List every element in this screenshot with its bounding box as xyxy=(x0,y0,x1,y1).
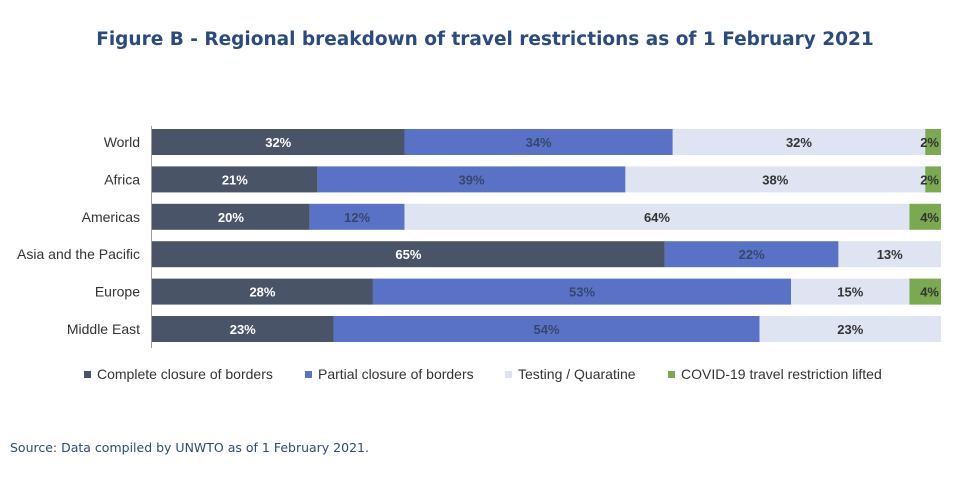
bar-segment-partial xyxy=(664,241,839,268)
bar-segment-testing xyxy=(759,316,941,342)
data-label: 22% xyxy=(739,247,765,262)
data-label: 4% xyxy=(920,285,939,300)
bar-segment-partial xyxy=(372,278,792,305)
source-note: Source: Data compiled by UNWTO as of 1 F… xyxy=(10,440,369,455)
bar-segment-complete xyxy=(152,316,334,342)
data-label: 53% xyxy=(569,285,595,300)
bar-segment-lifted xyxy=(909,203,941,230)
data-label: 13% xyxy=(877,247,903,262)
data-label: 32% xyxy=(265,135,291,150)
bar-segment-partial xyxy=(317,166,626,193)
bar-segment-partial xyxy=(309,203,405,230)
legend-swatch-partial xyxy=(305,370,312,378)
data-label: 34% xyxy=(526,135,552,150)
bar-segment-lifted xyxy=(925,129,941,155)
legend-label-testing: Testing / Quaratine xyxy=(518,366,636,382)
data-label: 20% xyxy=(218,210,244,225)
category-label: Europe xyxy=(95,284,140,300)
chart-legend: Complete closure of borders Partial clos… xyxy=(0,366,970,386)
category-label: Americas xyxy=(82,209,140,225)
legend-swatch-testing xyxy=(505,370,512,378)
data-label: 65% xyxy=(395,247,421,262)
data-label: 39% xyxy=(459,172,485,187)
data-label: 2% xyxy=(920,135,939,150)
data-label: 2% xyxy=(920,172,939,187)
bar-segment-complete xyxy=(152,241,665,268)
data-label: 54% xyxy=(533,322,559,337)
legend-item-lifted: COVID-19 travel restriction lifted xyxy=(668,366,882,382)
legend-item-partial: Partial closure of borders xyxy=(305,366,474,382)
bar-segment-testing xyxy=(838,241,941,268)
legend-item-testing: Testing / Quaratine xyxy=(505,366,636,382)
bar-segment-partial xyxy=(333,316,760,342)
chart-title: Figure B - Regional breakdown of travel … xyxy=(96,29,874,50)
data-label: 23% xyxy=(837,322,863,337)
legend-item-complete: Complete closure of borders xyxy=(84,366,273,382)
data-label: 28% xyxy=(249,285,275,300)
category-label: Africa xyxy=(104,171,140,187)
bar-segment-testing xyxy=(625,166,926,193)
stacked-bar-chart: World 32% 34% 32% 2% Africa 21% 39% 38% 2% America… xyxy=(17,126,941,348)
data-label: 4% xyxy=(920,210,939,225)
bar-segment-testing xyxy=(672,129,926,155)
legend-label-complete: Complete closure of borders xyxy=(97,366,273,382)
data-label: 38% xyxy=(762,172,788,187)
legend-swatch-complete xyxy=(84,370,91,378)
data-label: 15% xyxy=(837,285,863,300)
bar-segment-lifted xyxy=(909,278,941,305)
bar-segment-complete xyxy=(152,129,405,155)
data-label: 64% xyxy=(644,210,670,225)
legend-label-lifted: COVID-19 travel restriction lifted xyxy=(681,366,882,382)
bar-segment-complete xyxy=(152,278,373,305)
category-label: World xyxy=(104,134,140,150)
category-label: Middle East xyxy=(67,321,140,337)
data-label: 32% xyxy=(786,135,812,150)
bar-segment-testing xyxy=(791,278,910,305)
bar-segment-testing xyxy=(404,203,910,230)
data-label: 21% xyxy=(222,172,248,187)
bar-segment-lifted xyxy=(925,166,941,193)
bar-segment-partial xyxy=(404,129,673,155)
legend-swatch-lifted xyxy=(668,370,675,378)
bar-segment-complete xyxy=(152,203,310,230)
bar-segment-complete xyxy=(152,166,318,193)
data-label: 23% xyxy=(230,322,256,337)
legend-label-partial: Partial closure of borders xyxy=(318,366,474,382)
data-label: 12% xyxy=(344,210,370,225)
category-label: Asia and the Pacific xyxy=(17,246,140,262)
